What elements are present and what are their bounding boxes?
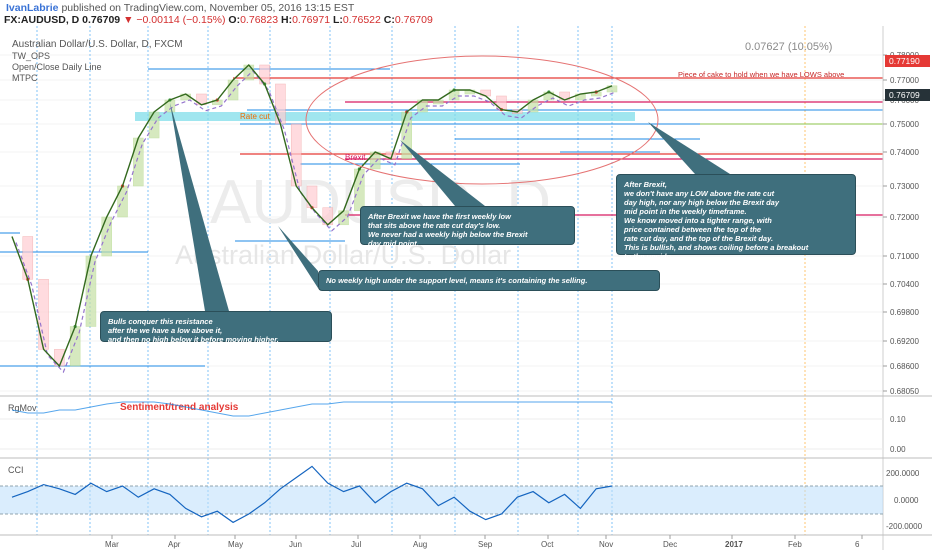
cci-tick: 200.0000 [886,469,920,478]
candle [338,210,349,226]
ohlc-low-key: L: [332,14,343,26]
cci-line [11,465,613,524]
ohlc-close-key: C: [383,14,395,26]
price-tick-label: 0.75000 [890,120,919,129]
time-tick-label: Mar [105,540,119,549]
price-axis-labels: 0.77190 0.76709 [885,55,930,101]
legend-indicator[interactable]: Open/Close Daily Line [12,62,102,72]
measure-label: 0.07627 (10.05%) [745,41,832,53]
legend-indicator[interactable]: TW_OPS [12,51,50,61]
cci-tick: 0.0000 [894,496,919,505]
price-label-box [885,55,930,67]
candle [117,185,128,218]
note-brexit-low[interactable]: After Brexit we have the first weekly lo… [360,206,575,248]
cci-band [0,486,883,514]
time-tick-label: Jun [289,540,302,549]
candle [148,111,160,139]
price-tick-label: 0.74000 [890,148,919,157]
cci-tick: -200.0000 [886,522,923,531]
symbol-label[interactable]: FX:AUDUSD, D [4,14,80,26]
legend-indicator[interactable]: MTPC [12,73,38,83]
note-text: After Brexit, we don't have any LOW abov… [624,180,809,261]
author-link[interactable]: IvanLabrie [6,2,59,14]
time-tick-label: 6 [855,540,860,549]
candle [22,236,34,280]
price-tick-label: 0.70400 [890,280,919,289]
rgmov-tick: 0.10 [890,415,906,424]
rate-cut-label: Rate cut [240,112,271,121]
rate-cut-zone [135,112,635,121]
sentiment-label: Sentiment/trend analysis [120,402,239,413]
candle [290,123,302,187]
candle [259,64,270,85]
price-line [11,63,613,368]
time-tick-label: Apr [168,540,181,549]
price-tick-label: 0.72000 [890,213,919,222]
price-tick-label: 0.77000 [890,76,919,85]
price-tick-label: 0.69200 [890,337,919,346]
price-label-resistance: 0.77190 [889,56,920,66]
candle [275,83,286,125]
time-tick-label: Jul [351,540,361,549]
rgmov-tick: 0.00 [890,445,906,454]
ohlc-high-key: H: [280,14,293,26]
candle [227,79,239,101]
mtpc-line [15,70,617,374]
candle [306,185,318,208]
time-axis[interactable]: Mar Apr May Jun Jul Aug Sep Oct Nov Dec 2017 Feb 6 [105,535,863,549]
price-label-box [885,89,930,101]
price-label-last: 0.76709 [889,90,920,100]
ohlc-open: 0.76823 [240,14,279,26]
price-tick-label: 0.68050 [890,387,919,396]
change-value: ▼ −0.00114 (−0.15%) [123,14,226,26]
candle [496,95,507,110]
rgmov-line [11,401,612,417]
note-text: Bulls conquer this resistance after the … [108,317,279,344]
ohlc-low: 0.76522 [342,14,381,26]
time-tick-label: Aug [413,540,427,549]
note-bulls[interactable]: Bulls conquer this resistance after the … [100,311,332,344]
candle [527,99,539,113]
brexit-label: Brexit [345,153,366,162]
piece-of-cake-label: Piece of cake to hold when we have LOWS … [678,70,844,79]
time-tick-label: Dec [663,540,677,549]
note-text: After Brexit we have the first weekly lo… [368,212,528,248]
candle [243,64,255,81]
time-tick-label: Feb [788,540,802,549]
ohlc-line: FX:AUDUSD, D 0.76709 ▼ −0.00114 (−0.15%)… [4,14,433,26]
rgmov-title: RgMov [8,403,37,413]
ohlc-high: 0.76971 [292,14,331,26]
time-tick-label: Sep [478,540,493,549]
watermark-name: Australian Dollar/U.S. Dollar [175,240,511,270]
published-text: published on TradingView.com, November 0… [61,2,355,14]
candles [22,64,618,367]
price-tick-label: 0.73000 [890,182,919,191]
ohlc-close: 0.76709 [394,14,433,26]
candle [85,255,97,327]
chart-header: IvanLabrie published on TradingView.com,… [0,0,932,26]
publish-line: IvanLabrie published on TradingView.com,… [6,2,354,14]
chart-legend[interactable]: Australian Dollar/U.S. Dollar, D, FXCM T… [12,39,183,83]
ohlc-open-key: O: [228,14,241,26]
legend-title: Australian Dollar/U.S. Dollar, D, FXCM [12,39,183,50]
cci-title: CCI [8,465,24,475]
price-tick-label: 0.69800 [890,308,919,317]
note-text: No weekly high under the support level, … [326,276,588,285]
price-chart[interactable]: AUDUSD, D Australian Dollar/U.S. Dollar … [0,26,932,550]
last-price: 0.76709 [82,14,121,26]
price-tick-label: 0.71000 [890,252,919,261]
price-tick-label: 0.68600 [890,362,919,371]
time-tick-label: Oct [541,540,554,549]
time-tick-label: 2017 [725,540,743,549]
note-range[interactable]: After Brexit, we don't have any LOW abov… [616,174,856,261]
note-weekly-high[interactable]: No weekly high under the support level, … [318,270,660,291]
time-tick-label: May [228,540,243,549]
time-tick-label: Nov [599,540,613,549]
